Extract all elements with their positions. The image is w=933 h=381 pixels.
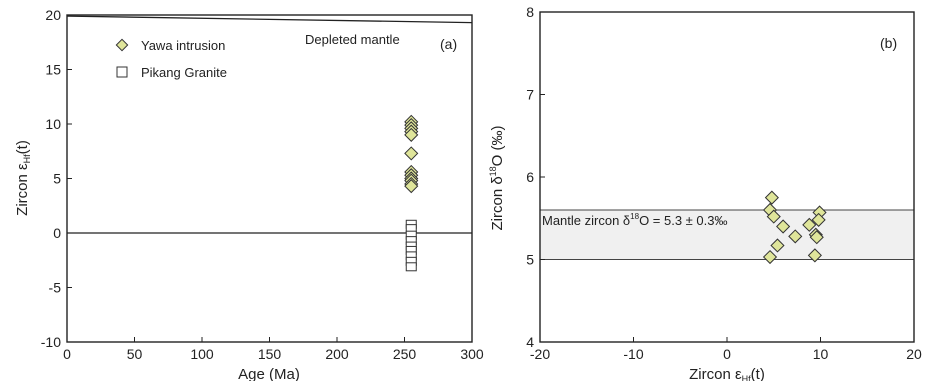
x-tick-label: 300 [460, 346, 484, 362]
x-tick-label: 20 [906, 346, 922, 362]
yawa-point [807, 248, 822, 263]
y-tick-label: 7 [526, 87, 534, 103]
y-tick-label: 20 [45, 7, 61, 23]
x-tick-label: -10 [623, 346, 643, 362]
mantle-band [540, 209, 914, 260]
yawa-point [770, 238, 785, 253]
x-tick-label: 10 [813, 346, 829, 362]
panel-b-label: (b) [880, 35, 897, 51]
yawa-point [762, 249, 778, 265]
x-tick-label: 0 [723, 346, 731, 362]
panel-b-y-axis-title: Zircon δ18O (‰) [488, 125, 506, 230]
yawa-point [788, 229, 803, 244]
yawa-point [404, 179, 419, 194]
yawa-point [802, 217, 817, 232]
panel-a-y-axis-title: Zircon εHf(t) [14, 140, 32, 216]
legend-yawa-label: Yawa intrusion [141, 38, 225, 53]
x-tick-label: 250 [393, 346, 417, 362]
yawa-point [766, 209, 781, 224]
panel-a-label: (a) [440, 36, 457, 52]
depleted-mantle-label: Depleted mantle [305, 32, 400, 47]
y-tick-label: 8 [526, 4, 534, 20]
legend-pikang-marker [116, 66, 128, 78]
x-tick-label: -20 [530, 346, 550, 362]
yawa-point [764, 190, 779, 205]
yawa-point [811, 212, 826, 227]
depleted-mantle-line [67, 15, 472, 24]
y-tick-label: 15 [45, 62, 61, 78]
y-tick-label: -5 [49, 280, 62, 296]
x-tick-label: 0 [63, 346, 71, 362]
panel-b-frame [539, 11, 915, 343]
panel-a-chart: 0 50 100 150 200 250 300 -10 -5 0 5 10 15 20 (a) Depl… [14, 7, 484, 381]
pikang-point [405, 262, 417, 272]
y-tick-label: 6 [526, 169, 534, 185]
panel-a-legend: Yawa intrusion Pikang Granite [115, 38, 227, 80]
mantle-band-label: Mantle zircon δ18O = 5.3 ± 0.3‰ [542, 212, 728, 228]
y-tick-label: 5 [53, 171, 61, 187]
y-tick-label: 10 [45, 116, 61, 132]
y-tick-label: 0 [53, 225, 61, 241]
panel-b-chart: -20 -10 0 10 20 4 5 6 7 8 (b) Mantle zircon δ18O … [488, 4, 922, 381]
x-tick-label: 100 [190, 346, 214, 362]
yawa-point [404, 146, 419, 161]
legend-yawa-marker [115, 38, 129, 52]
x-tick-label: 150 [258, 346, 282, 362]
y-tick-label: 5 [526, 252, 534, 268]
legend-pikang-label: Pikang Granite [141, 65, 227, 80]
y-tick-label: -10 [41, 334, 61, 350]
x-tick-label: 50 [127, 346, 143, 362]
x-tick-label: 200 [325, 346, 349, 362]
yawa-point [404, 127, 419, 142]
panel-a-x-axis-title: Age (Ma) [238, 366, 300, 381]
panel-b-x-axis-title: Zircon εHf(t) [689, 366, 765, 381]
y-tick-label: 4 [526, 334, 534, 350]
yawa-point [809, 230, 824, 245]
yawa-point [776, 219, 791, 234]
